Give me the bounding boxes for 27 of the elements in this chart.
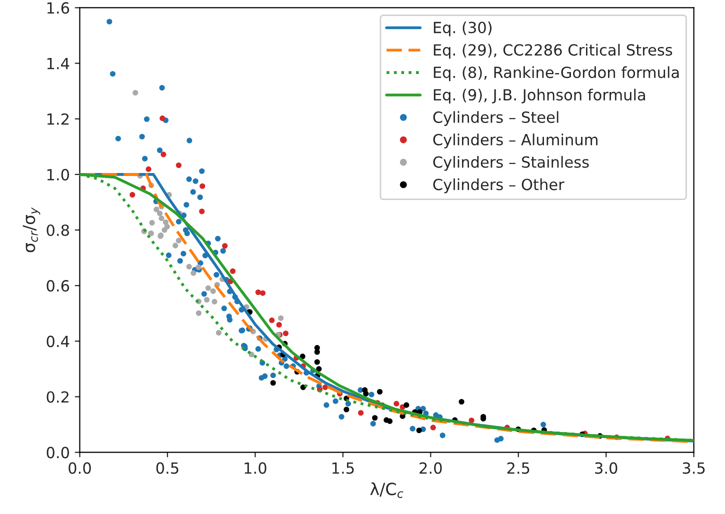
x-tick-label: 2.0 bbox=[420, 462, 442, 474]
legend-label: Eq. (29), CC2286 Critical Stress bbox=[434, 44, 672, 59]
x-tick-label: 3.0 bbox=[595, 462, 618, 474]
x-tick-label: 2.5 bbox=[507, 462, 530, 474]
y-tick-label: 1.4 bbox=[47, 58, 70, 70]
x-axis-title: λ/C$_{c}$ bbox=[370, 482, 404, 498]
y-tick-label: 1.6 bbox=[47, 2, 70, 14]
x-tick-label: 3.5 bbox=[682, 462, 705, 474]
legend-label: Cylinders – Other bbox=[433, 178, 564, 194]
y-tick-label: 1.0 bbox=[47, 168, 70, 180]
x-tick-label: 1.0 bbox=[244, 462, 266, 474]
y-tick-label: 0.2 bbox=[46, 391, 68, 403]
y-tick-label: 0.0 bbox=[46, 446, 70, 458]
legend-label: Eq. (9), J.B. Johnson formula bbox=[434, 88, 645, 104]
x-tick-label: 1.5 bbox=[332, 462, 354, 474]
y-tick-label: 0.8 bbox=[46, 224, 69, 236]
legend-label: Cylinders – Steel bbox=[433, 111, 558, 126]
y-axis-title: σ$_{cr}$/σ$_{y}$ bbox=[22, 207, 40, 252]
x-tick-label: 0.5 bbox=[156, 462, 178, 474]
x-tick-label: 0.0 bbox=[68, 462, 91, 474]
legend-label: Cylinders – Aluminum bbox=[433, 134, 598, 148]
y-tick-label: 0.4 bbox=[46, 336, 70, 348]
legend-label: Eq. (30) bbox=[434, 21, 492, 36]
legend-label: Cylinders – Stainless bbox=[433, 156, 589, 171]
y-tick-label: 1.2 bbox=[47, 113, 68, 125]
y-tick-label: 0.6 bbox=[46, 280, 70, 292]
legend-label: Eq. (8), Rankine-Gordon formula bbox=[434, 66, 679, 82]
